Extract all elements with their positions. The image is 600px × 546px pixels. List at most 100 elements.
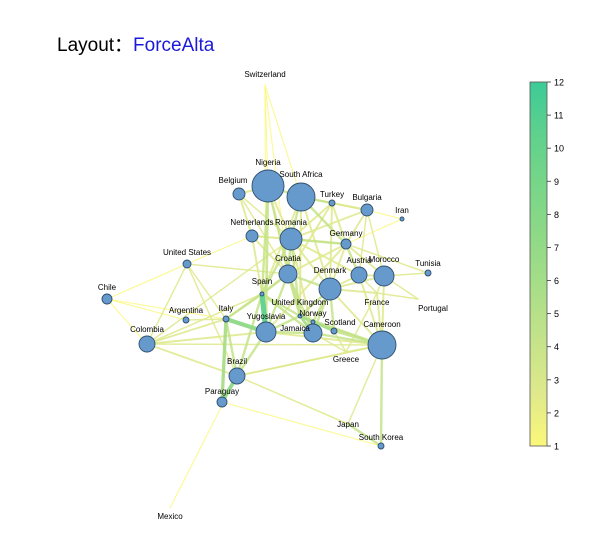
node-label-Switzerland: Switzerland	[244, 70, 285, 79]
edge-Spain-Italy	[224, 292, 264, 321]
node-Belgium	[232, 187, 246, 201]
edge-Scotland-Greece	[333, 330, 347, 353]
edge-Chile-Colombia	[106, 298, 148, 345]
edge-Romania-Austria	[290, 238, 360, 276]
node-label-Yugoslavia: Yugoslavia	[247, 312, 286, 321]
node-Netherlands	[245, 229, 259, 243]
edge-Netherlands-UnitedStates	[186, 235, 253, 265]
node-label-SouthKorea: South Korea	[359, 433, 404, 442]
edge-Paraguay-SouthKorea	[221, 401, 382, 447]
edge-Germany-Yugoslavia	[265, 243, 347, 333]
colorbar-tick-label: 2	[554, 408, 559, 418]
node-Colombia	[138, 335, 156, 353]
edge-Croatia-Jamaica	[286, 272, 315, 335]
edge-Italy-Brazil	[224, 317, 239, 378]
colorbar-tick-label: 6	[554, 276, 559, 286]
edge-Yugoslavia-Colombia	[146, 331, 267, 345]
node-Nigeria	[251, 169, 285, 203]
node-Chile	[101, 293, 113, 305]
edge-UnitedKingdom-Scotland	[298, 314, 336, 333]
edge-UnitedStates-Colombia	[146, 263, 188, 345]
edge-Chile-Italy	[106, 298, 227, 320]
node-label-Romania: Romania	[275, 218, 308, 227]
colorbar-tick-label: 4	[554, 342, 559, 352]
node-label-Cameroon: Cameroon	[363, 320, 400, 329]
node-Romania	[279, 227, 303, 251]
edge-Paraguay-Italy	[220, 317, 228, 404]
node-label-Morocco: Morocco	[369, 255, 400, 264]
title-layout-name: ForceAlta	[133, 35, 215, 56]
node-label-Brazil: Brazil	[227, 357, 247, 366]
edge-UnitedStates-Chile	[106, 263, 188, 300]
node-label-SouthAfrica: South Africa	[279, 170, 323, 179]
colorbar-tick-label: 12	[554, 78, 564, 88]
edge-Cameroon-SouthKorea	[379, 343, 384, 448]
node-label-Italy: Italy	[219, 304, 234, 313]
node-label-UnitedStates: United States	[163, 248, 211, 257]
edge-Bulgaria-Morocco	[366, 209, 385, 277]
node-label-Germany: Germany	[330, 229, 363, 238]
label-layer: Switzerland Nigeria South Africa Belgium Tur…	[98, 70, 448, 521]
colorbar-tick-label: 9	[554, 177, 559, 187]
node-label-France: France	[365, 298, 390, 307]
edge-Romania-Jamaica	[290, 238, 314, 334]
chart-title: Layout：ForceAlta	[57, 30, 214, 57]
edge-UnitedStates-Italy	[186, 263, 227, 320]
edge-Italy-Argentina	[185, 318, 227, 321]
node-SouthAfrica	[286, 182, 316, 212]
edge-Germany-Iran	[345, 218, 403, 245]
node-Turkey	[328, 199, 336, 207]
edge-SouthAfrica-Denmark	[300, 196, 331, 290]
edge-Belgium-Netherlands	[238, 193, 253, 237]
node-Bulgaria	[360, 203, 374, 217]
node-Cameroon	[367, 330, 397, 360]
node-label-Greece: Greece	[333, 355, 360, 364]
node-label-Chile: Chile	[98, 283, 117, 292]
node-Tunisia	[424, 269, 432, 277]
edge-Colombia-Cameroon	[146, 343, 383, 346]
edge-Cameroon-Brazil	[236, 344, 383, 377]
edge-Germany-Croatia	[287, 243, 347, 275]
node-label-Tunisia: Tunisia	[415, 259, 441, 268]
edge-Turkey-Germany	[331, 202, 347, 245]
node-label-Croatia: Croatia	[275, 254, 301, 263]
node-label-Austria: Austria	[347, 256, 372, 265]
edge-Germany-Tunisia	[345, 243, 429, 274]
node-Italy	[222, 315, 230, 323]
edge-Bulgaria-Germany	[345, 209, 368, 245]
node-UnitedKingdom	[297, 313, 303, 319]
edge-Bulgaria-Austria	[358, 209, 368, 276]
colorbar-gradient	[529, 81, 548, 447]
edge-SouthAfrica-UnitedKingdom	[299, 196, 302, 317]
node-label-Portugal: Portugal	[418, 304, 448, 313]
colorbar-tick-label: 1	[554, 442, 559, 452]
node-label-Bulgaria: Bulgaria	[352, 193, 382, 202]
node-Jamaica	[303, 323, 323, 343]
node-label-Belgium: Belgium	[219, 176, 248, 185]
edge-Nigeria-Yugoslavia	[264, 184, 270, 334]
node-SouthKorea	[377, 442, 385, 450]
node-Brazil	[228, 367, 246, 385]
edge-Italy-Colombia	[146, 318, 227, 345]
node-label-Norway: Norway	[299, 309, 326, 318]
node-Norway	[310, 319, 316, 325]
colorbar-tick-label: 3	[554, 375, 559, 385]
node-label-Japan: Japan	[337, 420, 359, 429]
edge-Netherlands-Spain	[251, 235, 263, 295]
node-label-Mexico: Mexico	[157, 512, 183, 521]
edge-Chile-Argentina	[106, 298, 187, 321]
edge-Turkey-Croatia	[287, 202, 333, 275]
node-Germany	[340, 238, 352, 250]
node-label-Turkey: Turkey	[320, 190, 344, 199]
node-Argentina	[182, 316, 190, 324]
node-Iran	[399, 216, 405, 222]
colorbar-tick-label: 5	[554, 309, 559, 319]
edge-Brazil-Japan	[236, 375, 349, 425]
node-label-Nigeria: Nigeria	[255, 158, 281, 167]
edge-Japan-SouthKorea	[346, 422, 383, 448]
title-prefix: Layout：	[57, 35, 134, 56]
edge-Belgium-Romania	[238, 193, 292, 240]
